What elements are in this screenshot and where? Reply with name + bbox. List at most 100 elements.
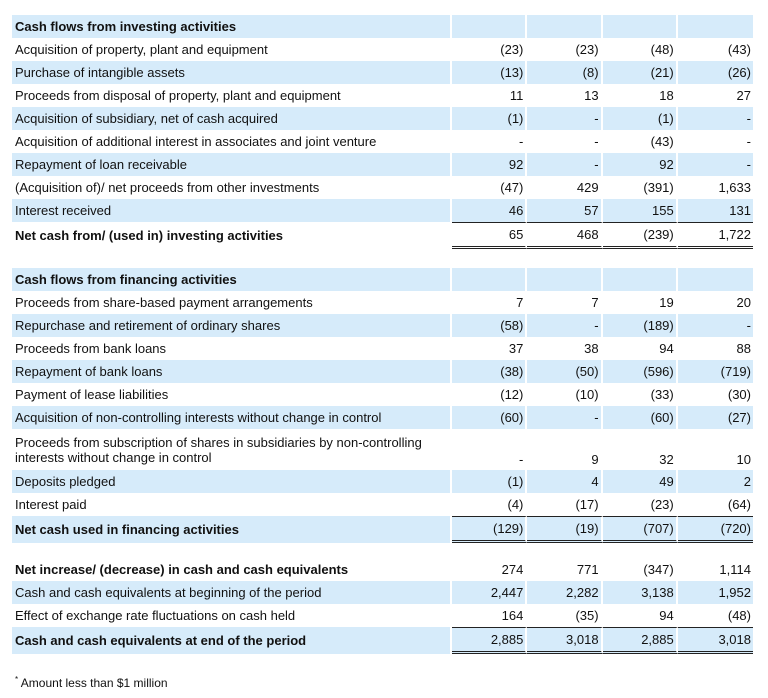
row-label: Net increase/ (decrease) in cash and cas…: [12, 558, 453, 581]
section-header-row: Net increase/ (decrease) in cash and cas…: [12, 558, 753, 581]
row-label: Repayment of loan receivable: [12, 153, 453, 176]
value-cell: (17): [527, 493, 603, 516]
value-cell: 65: [452, 222, 528, 249]
value-cell: -: [527, 130, 603, 153]
value-cell: 2,885: [602, 627, 678, 654]
table-row: Acquisition of non-controlling interests…: [12, 406, 753, 429]
value-cell: 1,633: [718, 180, 751, 195]
table-row: Deposits pledged (1) 4 49 2: [12, 470, 753, 493]
value-cell: (43): [727, 42, 751, 57]
row-label: Purchase of intangible assets: [12, 61, 453, 84]
value-cell: (21): [602, 61, 678, 84]
table-row: Interest paid (4) (17) (23) (64): [12, 493, 753, 516]
row-label: Acquisition of additional interest in as…: [12, 130, 453, 153]
value-cell: 2,885: [452, 627, 528, 654]
value-cell: (23): [452, 38, 528, 61]
row-label: Interest paid: [12, 493, 453, 516]
value-cell: [527, 268, 603, 291]
row-label: Effect of exchange rate fluctuations on …: [12, 604, 453, 627]
value-cell: 131: [677, 199, 753, 222]
value-cell: (719): [677, 360, 753, 383]
row-label: Net cash from/ (used in) investing activ…: [12, 222, 453, 249]
value-cell: 7: [452, 291, 528, 314]
financing-activities-table: Cash flows from financing activities Proc…: [12, 268, 753, 543]
value-cell: (347): [603, 558, 678, 581]
value-cell: 3,138: [602, 581, 678, 604]
value-cell: (60): [602, 406, 678, 429]
value-cell: 771: [527, 558, 603, 581]
table-row: Acquisition of additional interest in as…: [12, 130, 753, 153]
row-label: Proceeds from share-based payment arrang…: [12, 291, 453, 314]
table-row: Acquisition of property, plant and equip…: [12, 38, 753, 61]
value-cell: 7: [527, 291, 603, 314]
value-cell: (50): [527, 360, 603, 383]
row-label: Repurchase and retirement of ordinary sh…: [12, 314, 453, 337]
value-cell: (23): [527, 38, 603, 61]
value-cell: 37: [452, 337, 528, 360]
section-header-row: Cash flows from investing activities: [12, 15, 753, 38]
value-cell: 274: [452, 558, 528, 581]
value-cell: 10: [736, 452, 751, 467]
section-header-row: Cash flows from financing activities: [12, 268, 753, 291]
value-cell: 94: [603, 604, 678, 627]
value-cell: (13): [452, 61, 528, 84]
footnote-text: Amount less than $1 million: [20, 676, 168, 690]
table-row: Purchase of intangible assets (13) (8) (21)…: [12, 61, 753, 84]
value-cell: [602, 15, 678, 38]
value-cell: (391): [603, 176, 678, 199]
value-cell: (129): [452, 516, 528, 543]
value-cell: 94: [603, 337, 678, 360]
row-label: Net cash used in financing activities: [12, 516, 453, 543]
table-row: Repurchase and retirement of ordinary sh…: [12, 314, 753, 337]
value-cell: -: [527, 314, 603, 337]
value-cell: (10): [527, 383, 603, 406]
row-label: Cash flows from financing activities: [12, 268, 453, 291]
value-cell: (23): [603, 493, 678, 516]
row-label: Repayment of bank loans: [12, 360, 453, 383]
value-cell: 18: [603, 84, 678, 107]
value-cell: -: [746, 134, 751, 149]
value-cell: 19: [603, 291, 678, 314]
value-cell: 38: [527, 337, 603, 360]
total-row: Net cash used in financing activities (12…: [12, 516, 753, 543]
value-cell: 468: [527, 222, 603, 249]
row-label: Interest received: [12, 199, 453, 222]
value-cell: 1,722: [677, 222, 753, 249]
total-row: Cash and cash equivalents at end of the …: [12, 627, 753, 654]
row-label: Cash and cash equivalents at end of the …: [12, 627, 453, 654]
value-cell: -: [527, 107, 603, 130]
value-cell: 49: [602, 470, 678, 493]
value-cell: 1,952: [677, 581, 753, 604]
value-cell: 11: [452, 84, 528, 107]
value-cell: (48): [603, 38, 678, 61]
table-row: Proceeds from disposal of property, plan…: [12, 84, 753, 107]
value-cell: (596): [602, 360, 678, 383]
table-row: Repayment of loan receivable 92-92-: [12, 153, 753, 176]
value-cell: (60): [452, 406, 528, 429]
table-row: Acquisition of subsidiary, net of cash a…: [12, 107, 753, 130]
row-label: Proceeds from bank loans: [12, 337, 453, 360]
value-cell: [677, 15, 753, 38]
value-cell: (35): [527, 604, 603, 627]
value-cell: (30): [727, 387, 751, 402]
row-label: Proceeds from subscription of shares in …: [12, 429, 453, 470]
table-row: Proceeds from share-based payment arrang…: [12, 291, 753, 314]
value-cell: (720): [677, 516, 753, 543]
row-label: Acquisition of non-controlling interests…: [12, 406, 453, 429]
investing-activities-table: Cash flows from investing activities Acqu…: [12, 15, 753, 249]
table-row: Proceeds from bank loans 37 38 94 88: [12, 337, 753, 360]
value-cell: -: [677, 153, 753, 176]
value-cell: (26): [677, 61, 753, 84]
table-row: Interest received 46 57 155 131: [12, 199, 753, 222]
value-cell: (1): [452, 107, 528, 130]
value-cell: (239): [602, 222, 678, 249]
value-cell: 4: [527, 470, 603, 493]
value-cell: (47): [452, 176, 528, 199]
table-row: Repayment of bank loans (38) (50) (596) (719…: [12, 360, 753, 383]
value-cell: (189): [602, 314, 678, 337]
value-cell: -: [527, 153, 603, 176]
value-cell: [677, 268, 753, 291]
cash-summary-table: Net increase/ (decrease) in cash and cas…: [12, 558, 753, 654]
row-label: Cash flows from investing activities: [12, 15, 453, 38]
value-cell: 155: [602, 199, 678, 222]
